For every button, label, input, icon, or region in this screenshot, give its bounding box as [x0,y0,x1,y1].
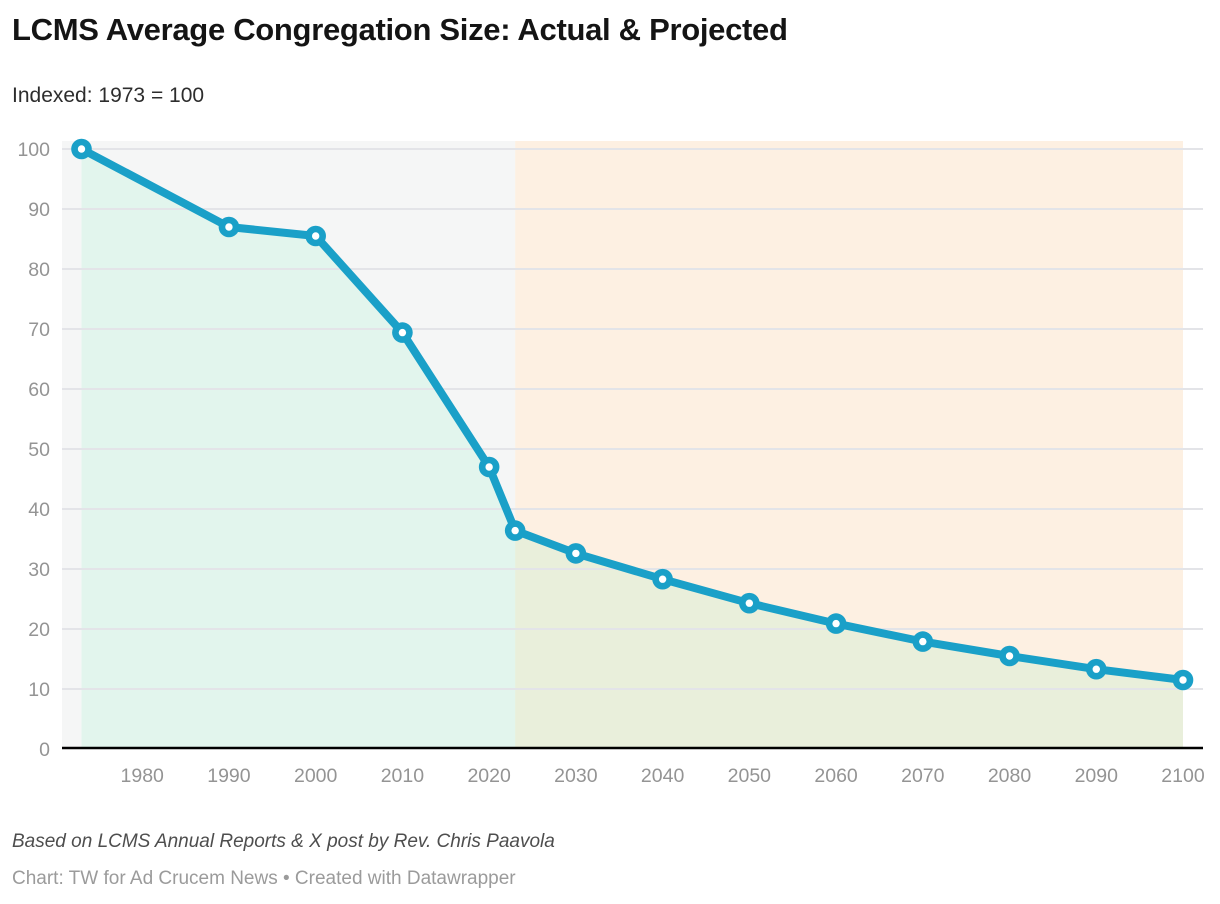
data-point-hole [1179,676,1187,684]
data-point-hole [398,328,407,337]
x-tick-label-2040: 2040 [641,765,685,787]
y-tick-label-30: 30 [28,559,50,581]
byline: Chart: TW for Ad Crucem News • Created w… [12,868,516,889]
data-point-2023[interactable] [504,520,526,541]
x-tick-label-1990: 1990 [207,765,251,787]
data-point-hole [745,599,754,607]
data-point-hole [1005,652,1014,660]
series-line [77,145,1187,684]
data-point-hole [511,526,519,535]
x-axis-labels: 1980 1990 2000 2010 2020 2030 2040 2050 2060 2070… [121,765,1205,787]
x-tick-label-2010: 2010 [381,765,425,787]
data-point-2040[interactable] [652,568,673,590]
data-point-1973[interactable] [71,138,92,160]
x-tick-label-2030: 2030 [554,765,598,787]
y-tick-label-40: 40 [28,499,50,521]
source-note: Based on LCMS Annual Reports & X post by… [12,831,555,852]
data-point-1990[interactable] [218,216,240,238]
highlight-regions [62,141,1183,748]
data-point-hole [919,637,927,646]
area-fill [81,149,1183,748]
data-point-2030[interactable] [565,543,587,564]
y-tick-label-70: 70 [28,319,50,341]
y-tick-label-0: 0 [39,739,50,761]
y-tick-label-80: 80 [28,259,50,281]
x-tick-label-2080: 2080 [988,765,1032,787]
y-tick-label-90: 90 [28,199,50,221]
y-tick-label-50: 50 [28,439,50,461]
data-point-hole [311,232,320,240]
x-tick-label-2090: 2090 [1075,765,1119,787]
y-tick-label-100: 100 [17,139,50,161]
data-line [77,145,1187,684]
chart-title: LCMS Average Congregation Size: Actual &… [12,12,788,47]
x-tick-label-2060: 2060 [814,765,858,787]
data-point-2020[interactable] [478,456,500,478]
data-point-hole [225,223,233,231]
data-point-2000[interactable] [305,225,326,247]
series-area [81,149,1183,748]
x-tick-label-2000: 2000 [294,765,338,787]
data-point-hole [485,463,493,471]
x-tick-label-2070: 2070 [901,765,945,787]
x-tick-label-2050: 2050 [728,765,772,787]
y-axis-labels: 0 10 20 30 40 50 60 70 80 90 100 [17,139,50,761]
data-point-hole [1092,665,1100,673]
data-points[interactable] [71,138,1194,691]
data-point-hole [832,619,840,628]
y-tick-label-10: 10 [28,679,50,701]
x-tick-label-2020: 2020 [467,765,511,787]
y-tick-label-20: 20 [28,619,50,641]
region-actual [62,141,516,748]
data-point-2100[interactable] [1172,669,1194,691]
region-projected [515,141,1183,748]
data-point-2060[interactable] [825,613,847,634]
data-point-2010[interactable] [392,322,413,343]
data-point-2090[interactable] [1085,658,1107,680]
chart-subtitle: Indexed: 1973 = 100 [12,84,205,107]
data-point-hole [658,575,667,583]
data-point-hole [77,145,86,153]
data-point-2050[interactable] [739,592,760,614]
data-point-2070[interactable] [912,631,934,652]
data-point-hole [572,549,580,558]
x-tick-label-1980: 1980 [121,765,165,787]
x-tick-label-2100: 2100 [1161,765,1205,787]
y-tick-label-60: 60 [28,379,50,401]
data-point-2080[interactable] [999,645,1020,667]
